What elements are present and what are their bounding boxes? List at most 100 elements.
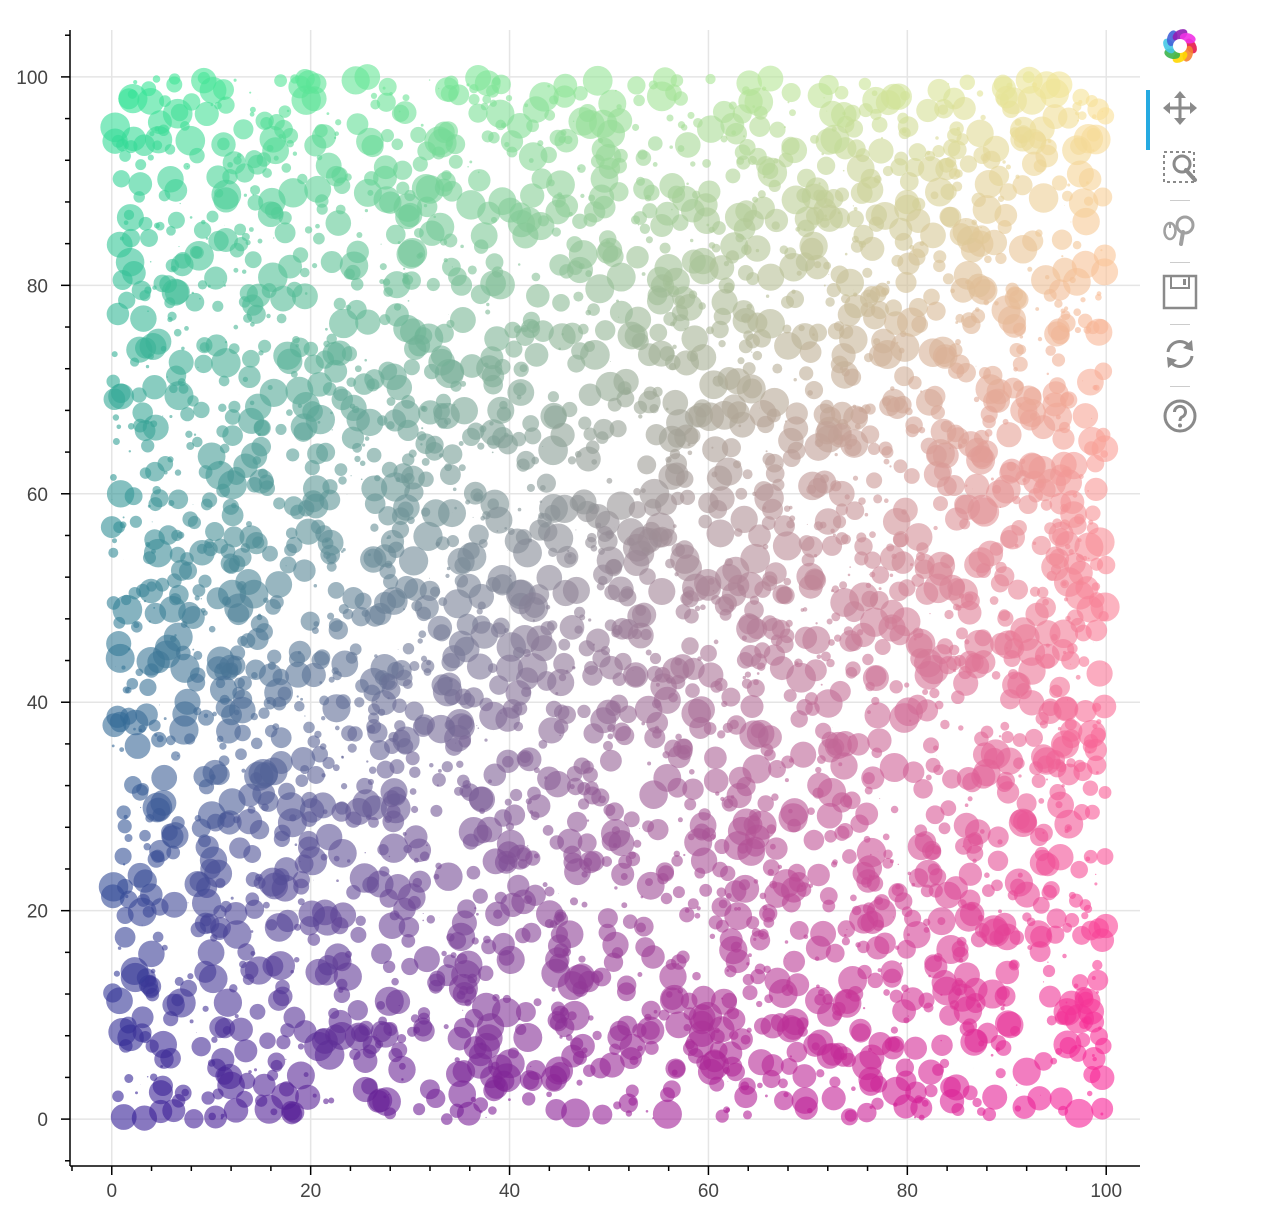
data-point [739,720,769,750]
data-point [140,806,142,809]
data-point [569,1037,584,1051]
data-point [912,241,929,258]
bokeh-logo-icon[interactable] [1158,24,1202,68]
reset-tool-button[interactable] [1158,332,1202,376]
data-point [1094,873,1097,876]
data-point [208,230,229,252]
data-point [1015,470,1031,486]
data-point [412,156,428,172]
data-point [200,598,202,600]
data-point [526,284,550,308]
box-zoom-tool-button[interactable] [1158,146,1202,190]
data-point [193,650,203,660]
data-point [189,216,193,219]
data-point [1042,381,1069,408]
data-point [696,906,701,911]
data-point [864,512,869,517]
data-point [168,489,189,510]
data-point [441,1113,453,1125]
data-point [807,390,813,396]
data-point [267,661,277,670]
data-point [375,1034,378,1036]
data-point [313,583,318,588]
data-point [966,119,994,148]
data-point [304,715,306,717]
data-point [222,498,240,515]
data-point [864,702,891,729]
data-point [290,746,316,772]
data-point [210,934,218,942]
data-point [744,671,752,678]
data-point [206,587,229,610]
data-point [497,841,521,865]
data-point [698,302,706,310]
data-point [775,635,794,654]
data-point [936,755,937,757]
data-point [317,420,321,424]
data-point [421,499,450,528]
data-point [484,326,510,352]
y-tick-label: 100 [16,68,48,89]
data-point [417,638,423,644]
pan-tool-button[interactable] [1146,86,1202,150]
data-point [694,867,706,879]
data-point [211,1036,218,1043]
data-point [1046,908,1067,929]
data-point [925,757,941,773]
data-point [726,1007,740,1020]
data-point [677,145,685,153]
help-tool-button[interactable] [1158,394,1202,438]
data-point [894,892,913,911]
data-point [503,432,509,438]
data-point [439,464,461,486]
data-point [657,865,674,882]
data-point [940,800,957,817]
data-point [811,1042,820,1051]
data-point [462,780,471,789]
data-point [700,644,717,662]
data-point [622,914,638,929]
data-point [1051,353,1066,367]
data-point [633,839,642,848]
data-point [867,728,892,753]
data-point [598,575,608,586]
data-point [280,1023,295,1038]
data-point [672,344,677,349]
data-point [1064,597,1069,602]
data-point [616,982,636,1002]
data-point [561,322,583,344]
data-point [600,646,611,656]
data-point [616,104,622,110]
wheel-zoom-tool-button[interactable] [1158,208,1202,252]
data-point [428,979,443,994]
data-point [411,805,419,814]
data-point [905,416,923,434]
data-point [741,678,752,689]
data-point [299,267,310,278]
data-point [328,1007,340,1019]
data-point [445,573,450,579]
data-point [197,442,226,471]
data-point [871,566,890,584]
data-point [405,751,420,766]
data-point [1039,985,1061,1008]
data-point [527,845,529,847]
data-point [493,909,503,919]
data-point [256,1099,258,1101]
data-point [155,577,170,592]
data-point [428,79,431,81]
pan-icon [1163,91,1197,125]
data-point [659,242,671,254]
data-point [144,286,152,294]
save-tool-button[interactable] [1158,270,1202,314]
data-point [334,463,348,476]
data-point [368,553,371,557]
data-point [743,235,771,262]
data-point [738,138,756,156]
data-point [925,805,945,825]
data-point [889,989,903,1003]
data-point [171,1093,186,1108]
data-point [673,850,680,857]
data-point [1090,557,1104,571]
